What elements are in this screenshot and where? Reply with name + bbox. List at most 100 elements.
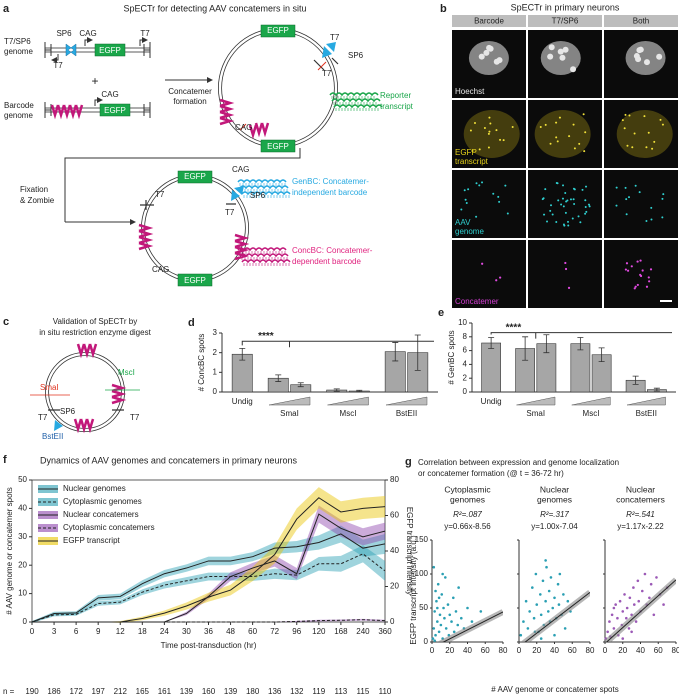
x-tick-label: 20 <box>618 646 627 655</box>
group-label: BstEII <box>636 409 657 418</box>
x-tick-label: 120 <box>312 627 326 636</box>
point <box>434 633 437 637</box>
chromocenter <box>486 44 493 51</box>
r2-label: R²=.541 <box>626 510 655 519</box>
spot <box>562 184 565 187</box>
y2-tick-label: 20 <box>390 582 399 591</box>
label: T7 <box>322 69 332 78</box>
y-tick-label: 0 <box>424 637 429 646</box>
chromocenter <box>557 48 564 55</box>
point <box>632 586 635 589</box>
point <box>438 613 442 617</box>
chromocenter <box>483 49 490 56</box>
point <box>551 606 555 610</box>
x-tick-label: 80 <box>586 646 595 655</box>
error-bar <box>488 337 495 349</box>
chart-title: Dynamics of AAV genomes and concatemers … <box>40 455 297 465</box>
label: T7 <box>130 413 140 422</box>
chromocenter <box>656 53 663 60</box>
point <box>454 610 458 613</box>
point <box>431 637 435 640</box>
spot <box>561 197 564 200</box>
spot <box>463 189 466 192</box>
spot <box>661 123 664 126</box>
y-axis-label: # ConcBC spots <box>197 334 206 392</box>
panel-title: in situ restriction enzyme digest <box>39 328 151 337</box>
transcript <box>237 179 287 184</box>
y-axis-label: # AAV genome or concatemer spots <box>5 487 14 614</box>
label: SmaI <box>40 383 59 392</box>
y-tick-label: 0 <box>213 387 218 396</box>
point <box>545 565 548 569</box>
transcript-ticks <box>241 189 288 192</box>
label: SP6 <box>56 29 72 38</box>
significance-bracket <box>490 332 672 339</box>
error-bar <box>653 387 660 392</box>
spot <box>641 269 644 272</box>
significance: **** <box>258 331 274 342</box>
point <box>563 627 567 630</box>
point <box>456 623 460 627</box>
point <box>553 633 556 637</box>
label: T7 <box>140 29 150 38</box>
y2-tick-label: 0 <box>390 617 395 626</box>
itr <box>44 42 52 58</box>
spot <box>661 216 664 219</box>
spot <box>649 268 653 271</box>
spot <box>504 184 507 187</box>
spot <box>487 146 490 149</box>
spot <box>645 285 649 288</box>
chromocenter <box>570 66 577 73</box>
y-tick-label: 2 <box>213 348 218 357</box>
point <box>546 610 550 613</box>
spot <box>475 215 478 218</box>
n-value: 136 <box>268 687 282 696</box>
y-tick-label: 1 <box>213 367 218 376</box>
x-tick-label: 20 <box>532 646 541 655</box>
label: T7 <box>53 61 63 70</box>
spot <box>572 198 575 201</box>
arrow <box>84 37 93 46</box>
egfp-box <box>260 24 296 38</box>
error-band <box>32 487 385 623</box>
error-bar <box>275 374 282 382</box>
point <box>452 596 455 600</box>
series-line <box>31 553 386 623</box>
micrograph <box>604 240 678 308</box>
legend-label: Cytoplasmic concatemers <box>63 523 155 532</box>
chromocenter <box>643 59 650 66</box>
x-tick-label: 168 <box>334 627 348 636</box>
cell-body <box>534 110 591 158</box>
sp6 <box>65 43 77 57</box>
n-value: 139 <box>180 687 194 696</box>
point <box>612 606 616 610</box>
label: GenBC: Concatemer- <box>292 177 369 186</box>
r2-label: R²=.317 <box>540 510 569 519</box>
n-value: 165 <box>136 687 150 696</box>
subplot-title: Nuclear <box>540 484 569 494</box>
label: T7 <box>38 413 48 422</box>
n-value: 119 <box>312 687 325 696</box>
column-header-bg <box>528 15 602 27</box>
point <box>547 589 551 593</box>
transcript-ticks <box>333 102 377 105</box>
series-line <box>32 497 386 623</box>
n-value: 197 <box>92 687 106 696</box>
spot <box>647 276 650 279</box>
spot <box>550 204 553 207</box>
y-tick-label: 2 <box>463 373 468 382</box>
chromocenter <box>562 46 569 53</box>
point <box>628 596 632 600</box>
spot <box>624 186 627 189</box>
spot <box>584 131 587 134</box>
spot <box>573 147 576 150</box>
n-value: 115 <box>357 687 370 696</box>
label: BstEII <box>42 432 63 441</box>
cell-body <box>616 110 673 158</box>
x-tick-label: 80 <box>499 646 508 655</box>
point <box>439 623 443 627</box>
arrow <box>94 97 103 106</box>
series-line <box>32 619 386 623</box>
point <box>643 572 647 576</box>
spot <box>469 129 472 132</box>
